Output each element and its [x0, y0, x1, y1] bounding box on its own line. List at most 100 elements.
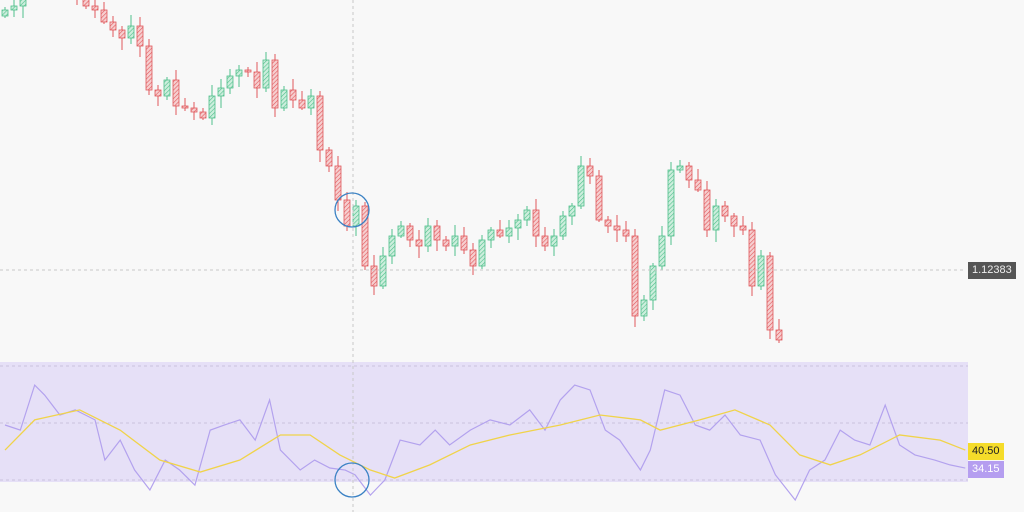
candle-body [766, 255, 774, 331]
candle-body [361, 205, 369, 267]
candles-group [1, 0, 783, 343]
candle [172, 70, 180, 115]
candle [487, 227, 495, 248]
candle-body [208, 95, 216, 119]
candle [775, 319, 783, 343]
candle-body [181, 105, 189, 109]
candle-body [514, 219, 522, 229]
candle-body [397, 225, 405, 237]
candle [514, 214, 522, 240]
candle-body [109, 21, 117, 31]
candle [658, 226, 666, 270]
candle [316, 91, 324, 162]
candle-body [694, 179, 702, 191]
candle [217, 79, 225, 108]
candle-body [586, 165, 594, 177]
rsi-line [4, 383, 966, 502]
candle [10, 0, 18, 17]
candle [505, 220, 513, 243]
candle [604, 216, 612, 233]
candle-body [667, 169, 675, 237]
candle [244, 67, 252, 77]
candle [586, 158, 594, 184]
rsi-value-label: 34.15 [968, 461, 1004, 478]
candle [280, 86, 288, 111]
candle [739, 216, 747, 235]
candle-body [676, 165, 684, 171]
candle-body [280, 89, 288, 109]
candle-body [559, 215, 567, 237]
candle [532, 199, 540, 247]
candle-body [325, 149, 333, 167]
candle-body [433, 225, 441, 241]
candle [757, 250, 765, 290]
candle-body [685, 165, 693, 181]
rsi-ma-line [4, 409, 966, 479]
candle-body [118, 29, 126, 39]
candle-body [1, 9, 9, 17]
candle-body [712, 205, 720, 231]
candle-body [145, 45, 153, 91]
candle-body [730, 215, 738, 227]
candle-body [91, 5, 99, 11]
candle-body [532, 209, 540, 237]
candle-body [127, 25, 135, 39]
candle [334, 156, 342, 211]
candle-body [136, 25, 144, 47]
candle-body [757, 255, 765, 287]
candle [352, 200, 360, 236]
candle-body [739, 225, 747, 231]
candle [235, 65, 243, 87]
candle [388, 229, 396, 264]
candle [748, 222, 756, 296]
candle-body [334, 165, 342, 201]
candle [298, 91, 306, 110]
candle [1, 7, 9, 18]
candle-body [424, 225, 432, 247]
candle [190, 102, 198, 120]
candle-body [262, 59, 270, 89]
rsi-ma-value-label: 40.50 [968, 443, 1004, 460]
candle-body [235, 69, 243, 77]
candle [730, 213, 738, 237]
candle [631, 229, 639, 327]
candle [523, 206, 531, 226]
candle [145, 39, 153, 95]
candle [442, 236, 450, 251]
candle [550, 229, 558, 256]
candle [154, 85, 162, 106]
candle [433, 220, 441, 251]
candle-body [568, 205, 576, 217]
candle [460, 227, 468, 254]
candle [640, 295, 648, 321]
candle [181, 98, 189, 111]
candle [595, 170, 603, 222]
candle [721, 201, 729, 222]
candle [19, 0, 27, 18]
candle-body [388, 235, 396, 257]
candle-body [721, 205, 729, 217]
candle-body [163, 79, 171, 97]
candle [712, 199, 720, 242]
candle-body [775, 329, 783, 341]
candle-body [478, 239, 486, 267]
candle-body [748, 229, 756, 287]
candle-body [622, 229, 630, 237]
candle-body [613, 225, 621, 231]
candle-body [82, 0, 90, 7]
candle [415, 230, 423, 258]
candle-body [253, 71, 261, 89]
highlight-circle-rsi [334, 462, 370, 498]
candle [496, 220, 504, 238]
candle [577, 156, 585, 209]
candle [163, 77, 171, 100]
candle-body [415, 239, 423, 247]
candle [76, 0, 78, 5]
candle-body [577, 165, 585, 207]
candle [118, 26, 126, 50]
candle-body [406, 225, 414, 241]
candle-body [100, 9, 108, 23]
candle-body [10, 5, 18, 11]
candle [685, 162, 693, 188]
